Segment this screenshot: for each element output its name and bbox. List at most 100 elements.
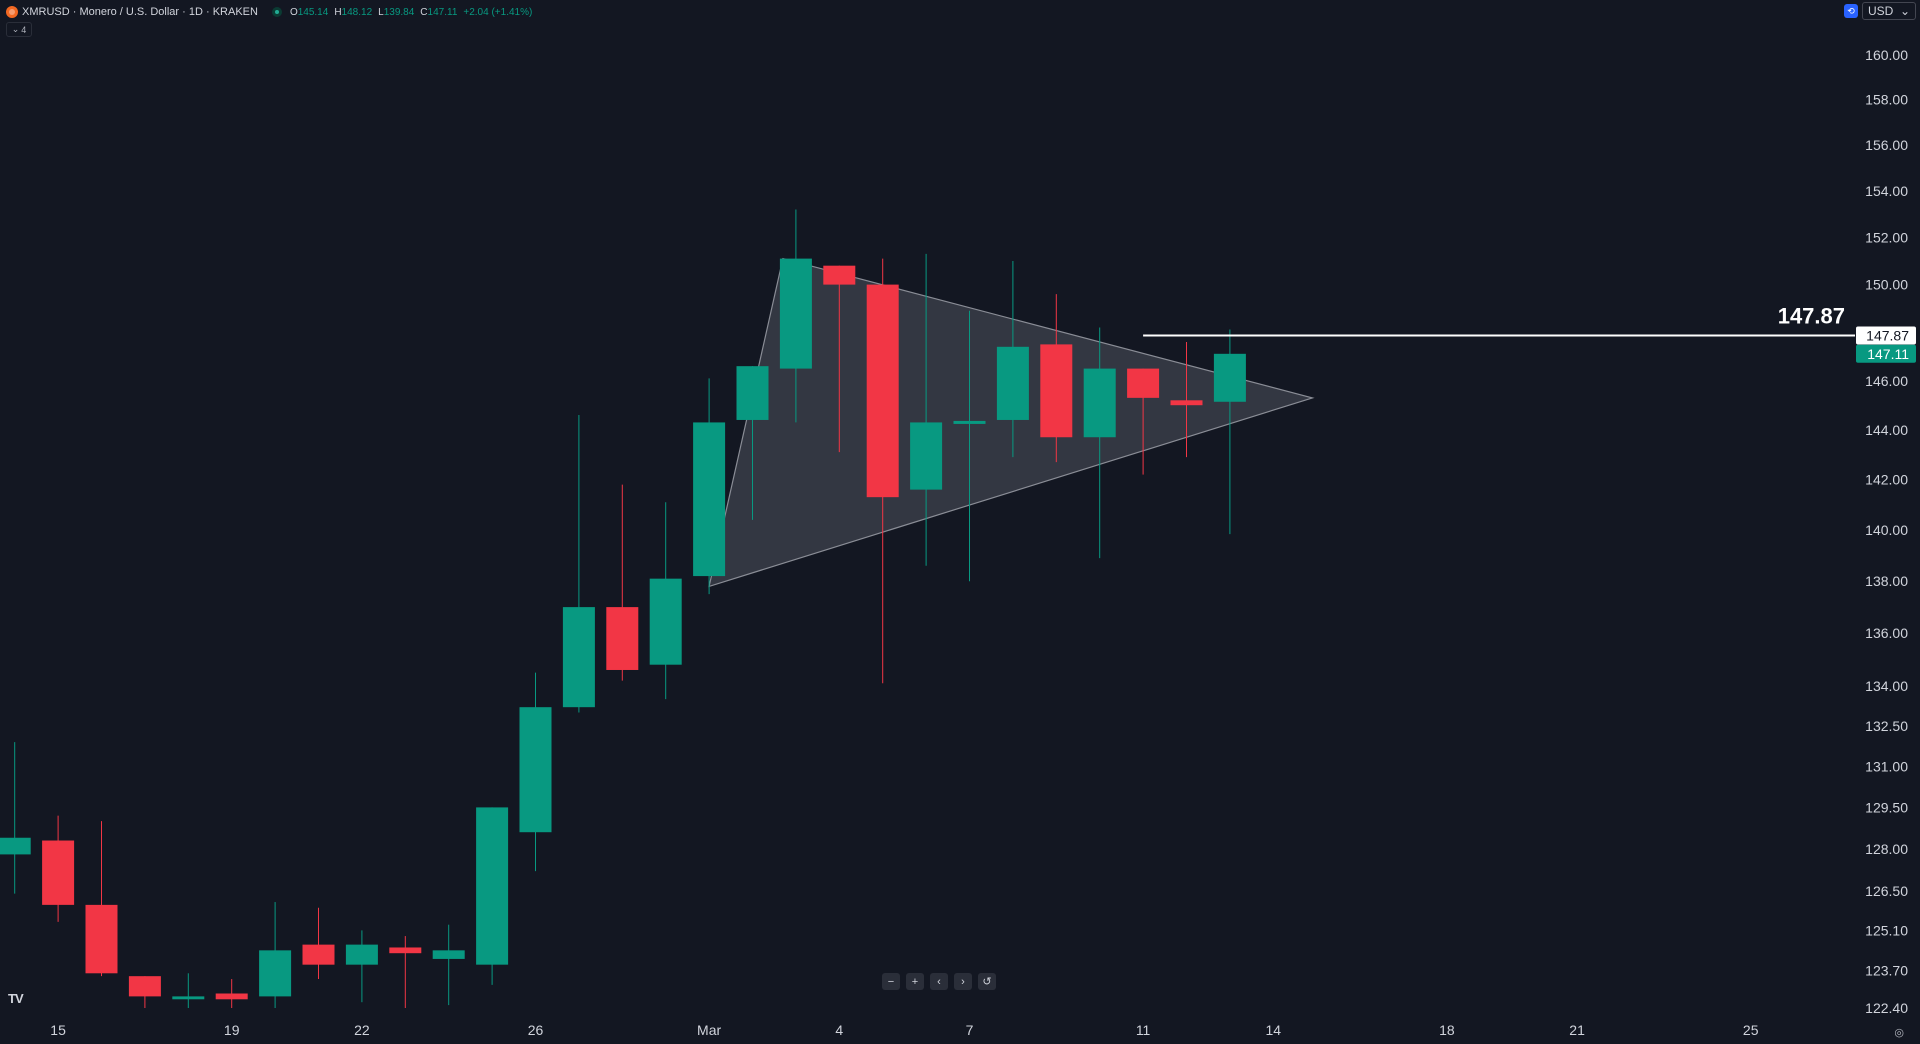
candle-body bbox=[0, 837, 31, 855]
candle-body bbox=[866, 284, 899, 498]
scroll-right-button[interactable]: › bbox=[954, 973, 972, 990]
candle[interactable] bbox=[953, 310, 986, 582]
candle-body bbox=[519, 707, 552, 833]
chevron-down-icon: ⌄ bbox=[1899, 4, 1910, 18]
price-label: 147.87 bbox=[1856, 326, 1916, 345]
x-tick-label: Mar bbox=[697, 1022, 721, 1038]
x-tick-label: 14 bbox=[1266, 1022, 1282, 1038]
candle[interactable] bbox=[345, 930, 378, 1003]
candle-body bbox=[779, 258, 812, 369]
reset-chart-button[interactable]: ↺ bbox=[978, 973, 996, 990]
ohlc-low: L139.84 bbox=[378, 6, 415, 18]
candle[interactable] bbox=[996, 260, 1029, 458]
candle-body bbox=[910, 422, 943, 490]
market-status-icon[interactable] bbox=[271, 7, 282, 17]
symbol-title[interactable]: XMRUSD · Monero / U.S. Dollar · 1D · KRA… bbox=[22, 6, 258, 18]
candle[interactable] bbox=[1127, 368, 1160, 475]
x-tick-label: 19 bbox=[224, 1022, 240, 1038]
candle[interactable] bbox=[1083, 327, 1116, 559]
candle-body bbox=[1040, 344, 1073, 438]
candle[interactable] bbox=[866, 258, 899, 684]
y-tick-label: 144.00 bbox=[1865, 422, 1908, 438]
candle[interactable] bbox=[519, 672, 552, 872]
candle-body bbox=[649, 578, 682, 665]
currency-dropdown[interactable]: USD ⌄ bbox=[1862, 2, 1916, 20]
ohlc-change: +2.04 (+1.41%) bbox=[463, 6, 533, 18]
candle[interactable] bbox=[910, 253, 943, 566]
resistance-line-label: 147.87 bbox=[1778, 303, 1845, 328]
candle-body bbox=[1127, 368, 1160, 398]
y-tick-label: 142.00 bbox=[1865, 472, 1908, 488]
candle[interactable] bbox=[562, 415, 595, 713]
chart-legend: XMRUSD · Monero / U.S. Dollar · 1D · KRA… bbox=[6, 4, 538, 20]
candle[interactable] bbox=[259, 902, 292, 1008]
candle[interactable] bbox=[0, 742, 31, 894]
candle[interactable] bbox=[432, 924, 465, 1006]
triangle-pattern[interactable] bbox=[708, 257, 1315, 588]
candle-body bbox=[996, 346, 1029, 420]
y-tick-label: 128.00 bbox=[1865, 841, 1908, 857]
y-tick-label: 158.00 bbox=[1865, 92, 1908, 108]
x-tick-label: 26 bbox=[528, 1022, 544, 1038]
sync-icon[interactable]: ⟲ bbox=[1844, 4, 1858, 18]
candle[interactable] bbox=[736, 366, 769, 520]
y-tick-label: 152.00 bbox=[1865, 229, 1908, 245]
candle[interactable] bbox=[42, 815, 75, 922]
x-tick-label: 25 bbox=[1743, 1022, 1759, 1038]
x-tick-label: 11 bbox=[1136, 1022, 1151, 1038]
x-tick-label: 21 bbox=[1569, 1022, 1585, 1038]
tradingview-logo[interactable]: TV bbox=[8, 991, 24, 1006]
x-tick-label: 18 bbox=[1439, 1022, 1455, 1038]
ohlc-open: O145.14 bbox=[289, 6, 329, 18]
candle[interactable] bbox=[606, 484, 639, 681]
y-tick-label: 134.00 bbox=[1865, 678, 1908, 694]
candle[interactable] bbox=[1213, 329, 1246, 535]
y-tick-label: 125.10 bbox=[1865, 922, 1908, 938]
ohlc-close: C147.11 bbox=[420, 6, 458, 18]
y-tick-label: 122.40 bbox=[1865, 1000, 1908, 1016]
candle-body bbox=[215, 993, 248, 1000]
zoom-out-button[interactable]: − bbox=[882, 973, 900, 990]
x-tick-label: 22 bbox=[354, 1022, 370, 1038]
candle[interactable] bbox=[389, 936, 422, 1008]
candle-body bbox=[1083, 368, 1116, 438]
monero-logo-icon bbox=[6, 6, 18, 18]
price-label: 147.11 bbox=[1856, 344, 1916, 363]
zoom-in-button[interactable]: + bbox=[906, 973, 924, 990]
x-tick-label: 15 bbox=[50, 1022, 66, 1038]
candle[interactable] bbox=[476, 807, 509, 985]
candle[interactable] bbox=[302, 907, 335, 980]
candle[interactable] bbox=[215, 979, 248, 1008]
chevron-down-icon: ⌄ bbox=[11, 24, 20, 34]
y-tick-label: 123.70 bbox=[1865, 962, 1908, 978]
candle-body bbox=[172, 996, 205, 1000]
candle[interactable] bbox=[779, 209, 812, 423]
candle[interactable] bbox=[823, 265, 856, 453]
y-tick-label: 131.00 bbox=[1865, 758, 1908, 774]
candle-body bbox=[345, 944, 378, 965]
candle[interactable] bbox=[172, 973, 205, 1008]
y-tick-label: 150.00 bbox=[1865, 277, 1908, 293]
y-tick-label: 126.50 bbox=[1865, 883, 1908, 899]
candle-body bbox=[476, 807, 509, 965]
candle[interactable] bbox=[128, 976, 161, 1008]
y-tick-label: 138.00 bbox=[1865, 573, 1908, 589]
candle[interactable] bbox=[85, 821, 118, 977]
candle-body bbox=[953, 420, 986, 424]
candle-body bbox=[562, 607, 595, 708]
candle[interactable] bbox=[649, 502, 682, 700]
scroll-left-button[interactable]: ‹ bbox=[930, 973, 948, 990]
svg-text:147.11: 147.11 bbox=[1867, 346, 1909, 362]
svg-text:147.87: 147.87 bbox=[1866, 327, 1909, 343]
chart-navigation: − + ‹ › ↺ bbox=[882, 973, 996, 990]
candle[interactable] bbox=[1170, 341, 1203, 458]
candle[interactable] bbox=[693, 378, 726, 595]
x-tick-label: 4 bbox=[835, 1022, 843, 1038]
y-tick-label: 132.50 bbox=[1865, 718, 1908, 734]
settings-icon[interactable]: ◎ bbox=[1894, 1027, 1904, 1039]
ohlc-high: H148.12 bbox=[334, 6, 373, 18]
collapse-indicators-button[interactable]: ⌄ 4 bbox=[6, 22, 32, 37]
y-tick-label: 160.00 bbox=[1865, 47, 1908, 63]
candle[interactable] bbox=[1040, 294, 1073, 463]
